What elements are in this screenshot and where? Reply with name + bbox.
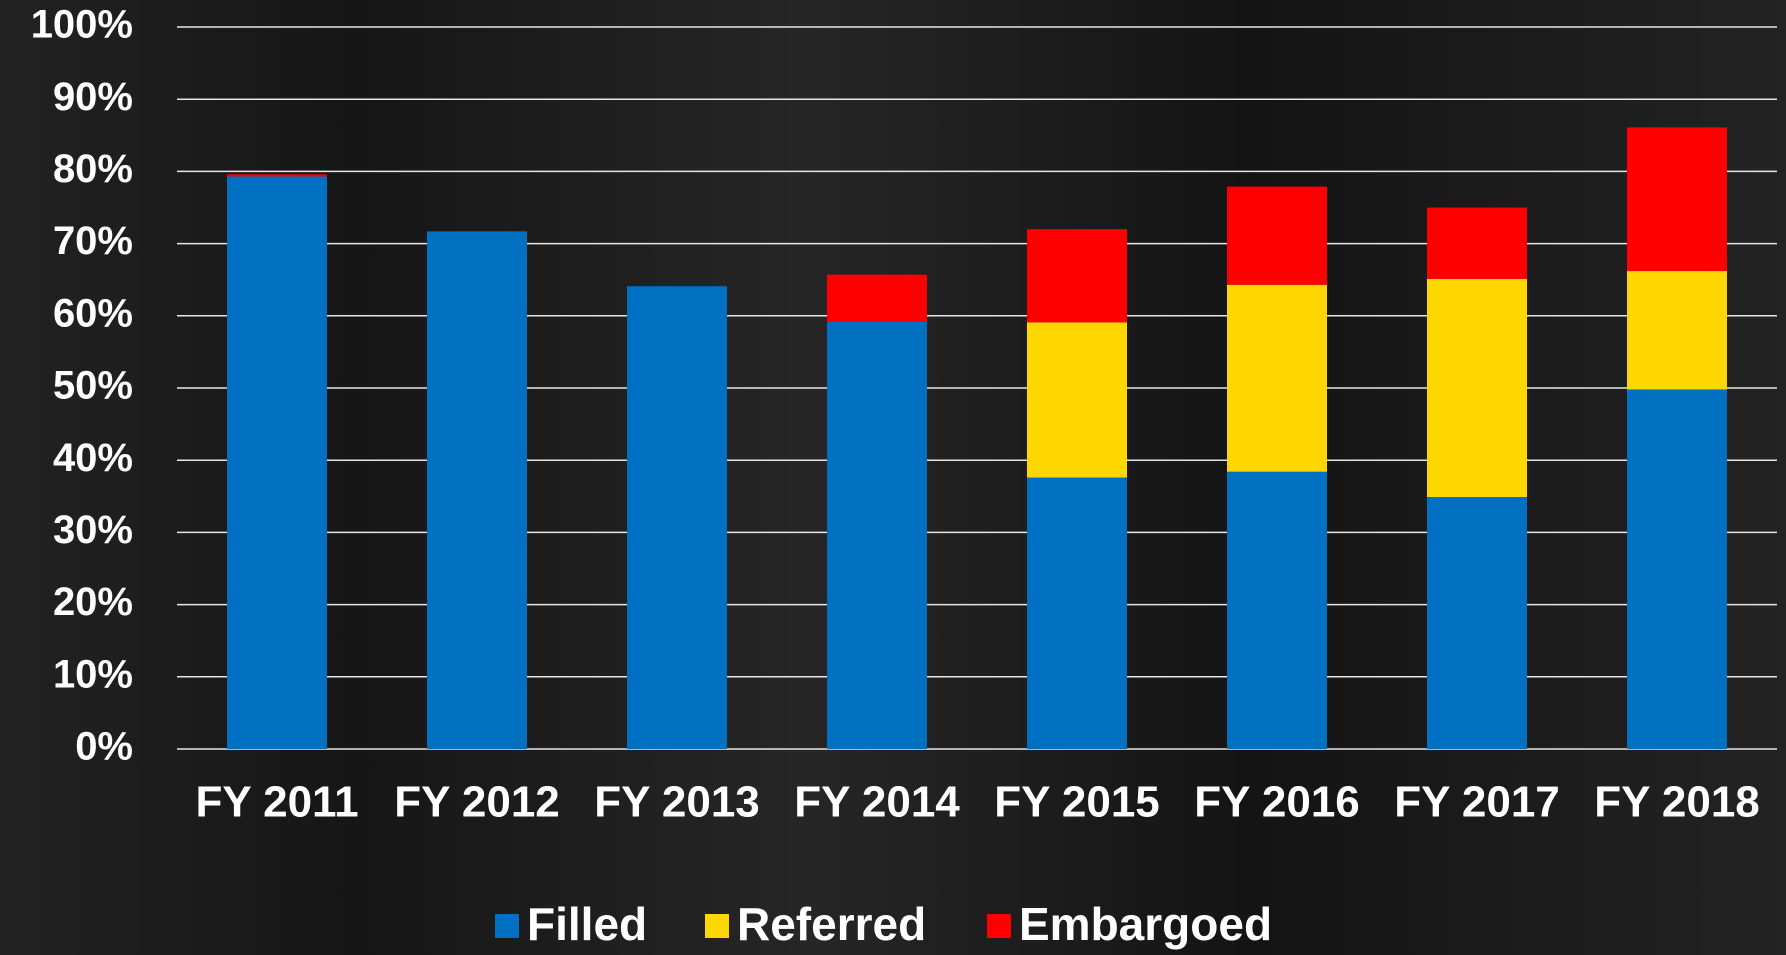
y-tick-label: 50% [53, 364, 133, 408]
x-tick-label: FY 2011 [195, 778, 358, 827]
y-tick-label: 10% [53, 652, 133, 696]
x-tick-label: FY 2017 [1394, 778, 1560, 827]
bar-segment [227, 176, 327, 750]
bar-segment [627, 286, 727, 749]
bar-segment [1427, 497, 1527, 749]
y-tick-label: 90% [53, 75, 133, 119]
bar-segment [1027, 229, 1127, 323]
y-tick-label: 100% [31, 3, 133, 47]
y-tick-label: 70% [53, 219, 133, 263]
y-tick-label: 0% [75, 725, 133, 769]
legend-swatch [987, 914, 1011, 938]
bar-segment [1627, 127, 1727, 272]
x-tick-label: FY 2014 [794, 778, 960, 827]
legend-label: Filled [527, 898, 647, 950]
bar-segment [1227, 284, 1327, 472]
bar-segment [1027, 477, 1127, 749]
bar-segment [1227, 186, 1327, 285]
y-tick-label: 20% [53, 580, 133, 624]
bar-segment [1427, 207, 1527, 279]
legend-swatch [495, 914, 519, 938]
legend-label: Referred [737, 898, 926, 950]
y-tick-label: 40% [53, 436, 133, 480]
bar-segment [1627, 271, 1727, 390]
bar-segment [1627, 389, 1727, 749]
bar-segment [227, 174, 327, 177]
bar-segment [827, 321, 927, 749]
y-tick-label: 30% [53, 508, 133, 552]
y-tick-label: 60% [53, 291, 133, 335]
y-tick-label: 80% [53, 147, 133, 191]
x-tick-label: FY 2015 [994, 778, 1160, 827]
x-tick-label: FY 2013 [594, 778, 760, 827]
bar-segment [1427, 278, 1527, 498]
x-tick-label: FY 2016 [1194, 778, 1360, 827]
x-tick-label: FY 2018 [1594, 778, 1760, 827]
legend-label: Embargoed [1019, 898, 1272, 950]
bar-segment [827, 274, 927, 322]
legend-swatch [705, 914, 729, 938]
bar-segment [427, 231, 527, 750]
x-tick-label: FY 2012 [394, 778, 560, 827]
bar-segment [1027, 322, 1127, 478]
bar-segment [1227, 471, 1327, 749]
